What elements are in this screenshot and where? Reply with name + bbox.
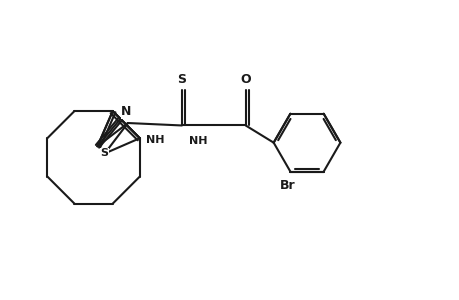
Text: NH: NH (188, 136, 207, 146)
Text: S: S (177, 73, 186, 86)
Text: NH: NH (146, 135, 164, 145)
Text: Br: Br (280, 179, 295, 192)
Text: O: O (240, 73, 251, 86)
Text: N: N (121, 105, 131, 118)
Text: S: S (101, 148, 108, 158)
